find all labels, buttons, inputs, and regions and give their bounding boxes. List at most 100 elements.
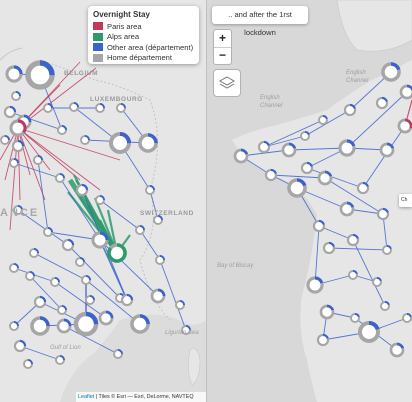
location-donut[interactable] [402,313,412,323]
location-donut[interactable] [318,115,328,125]
location-donut[interactable] [13,205,23,215]
map-after-lockdown[interactable]: English Channel English Channel Bay of B… [207,0,412,402]
location-donut[interactable] [5,65,23,83]
location-donut[interactable] [56,318,72,334]
flow-line [17,127,101,191]
location-donut[interactable] [339,201,355,217]
location-donut[interactable] [175,300,185,310]
location-donut[interactable] [0,135,10,145]
location-donut[interactable] [11,91,21,101]
location-donut[interactable] [135,225,145,235]
location-donut[interactable] [9,119,27,137]
location-donut[interactable] [381,62,401,82]
location-donut[interactable] [108,131,132,155]
location-donut[interactable] [343,103,357,117]
location-donut[interactable] [145,185,155,195]
location-donut[interactable] [80,135,90,145]
location-donut[interactable] [264,168,278,182]
location-donut[interactable] [356,181,370,195]
location-donut[interactable] [357,320,381,344]
location-donut[interactable] [379,142,395,158]
location-donut[interactable] [346,233,360,247]
label-english-channel-b1: English [260,95,280,101]
location-donut[interactable] [75,183,89,197]
location-donut[interactable] [257,140,271,154]
location-donut[interactable] [50,277,60,287]
flow-line [17,127,81,181]
flow-line [263,119,324,148]
location-donut[interactable] [33,295,47,309]
location-donut[interactable] [55,355,65,365]
zoom-out-button[interactable]: − [214,47,231,64]
location-donut[interactable] [389,342,405,358]
location-donut[interactable] [33,155,43,165]
location-donut[interactable] [116,103,126,113]
location-donut[interactable] [322,241,336,255]
location-donut[interactable] [29,248,39,258]
legend-item-alps: Alps area [93,32,194,43]
location-donut[interactable] [348,270,358,280]
location-donut[interactable] [95,195,105,205]
location-donut[interactable] [73,311,99,337]
location-donut[interactable] [43,103,53,113]
location-donut[interactable] [372,277,382,287]
location-donut[interactable] [57,125,67,135]
layers-button[interactable] [213,69,241,97]
location-donut[interactable] [150,288,166,304]
location-donut[interactable] [107,243,127,263]
location-donut[interactable] [380,301,390,311]
location-donut[interactable] [120,293,134,307]
location-donut[interactable] [98,310,114,326]
location-donut[interactable] [113,349,123,359]
location-donut[interactable] [43,227,53,237]
location-donut[interactable] [11,139,25,153]
location-donut[interactable] [61,238,75,252]
location-donut[interactable] [55,173,65,183]
location-donut[interactable] [300,161,314,175]
location-donut[interactable] [181,325,191,335]
location-donut[interactable] [9,263,19,273]
location-donut[interactable] [57,305,67,315]
location-donut[interactable] [91,231,109,249]
location-donut[interactable] [13,339,27,353]
location-donut[interactable] [25,271,35,281]
location-donut[interactable] [317,170,333,186]
location-donut[interactable] [130,314,150,334]
location-donut[interactable] [95,103,105,113]
flow-line [63,325,119,355]
leaflet-link[interactable]: Leaflet [78,394,95,400]
location-donut[interactable] [382,245,392,255]
legend-label: Home département [107,53,173,63]
location-donut[interactable] [287,178,307,198]
location-donut[interactable] [85,295,95,305]
label-bay-of-biscay: Bay of Biscay [217,263,254,269]
location-donut[interactable] [23,359,33,369]
location-donut[interactable] [300,131,310,141]
location-donut[interactable] [25,60,55,90]
location-donut[interactable] [233,148,249,164]
location-donut[interactable] [375,96,389,110]
location-donut[interactable] [81,275,91,285]
location-donut[interactable] [30,316,50,336]
zoom-in-button[interactable]: + [218,31,226,45]
map-before-lockdown[interactable]: BELGIUM LUXEMBOURG SWITZERLAND ANCE Ligu… [0,0,206,402]
location-donut[interactable] [350,313,360,323]
location-donut[interactable] [306,276,324,294]
location-donut[interactable] [281,142,297,158]
location-donut[interactable] [75,257,85,267]
location-donut[interactable] [376,207,390,221]
location-donut[interactable] [312,219,326,233]
location-donut[interactable] [3,105,17,119]
location-donut[interactable] [399,84,412,100]
location-donut[interactable] [155,255,165,265]
location-donut[interactable] [338,139,356,157]
location-donut[interactable] [319,304,335,320]
location-donut[interactable] [397,118,412,134]
location-donut[interactable] [69,102,79,112]
location-donut[interactable] [9,321,19,331]
location-donut[interactable] [9,158,19,168]
location-donut[interactable] [153,215,163,225]
location-donut[interactable] [316,333,330,347]
flow-line [33,252,87,281]
location-donut[interactable] [138,133,158,153]
